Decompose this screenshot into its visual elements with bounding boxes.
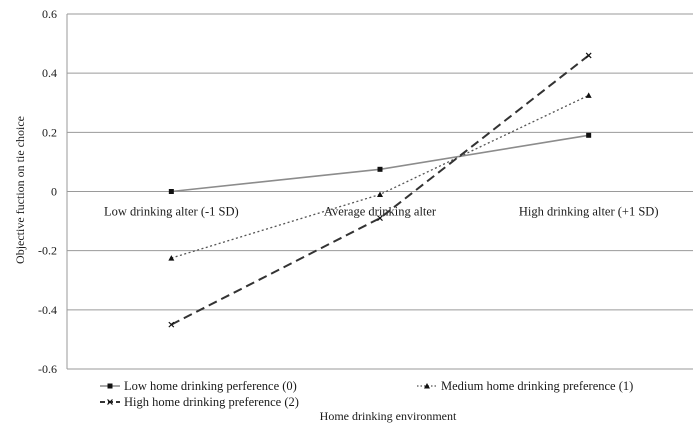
legend-marker bbox=[107, 383, 113, 389]
series-line bbox=[171, 134, 589, 193]
y-tick-label: -0.6 bbox=[38, 362, 57, 376]
data-point bbox=[585, 92, 592, 98]
legend-marker bbox=[424, 383, 430, 389]
y-tick-label: 0.4 bbox=[42, 66, 57, 80]
axes: Objective fuction on tie choice Home dri… bbox=[13, 7, 659, 423]
data-point bbox=[585, 52, 592, 59]
series-2 bbox=[168, 52, 592, 328]
data-point bbox=[168, 189, 174, 194]
y-tick-label: 0 bbox=[51, 185, 57, 199]
y-tick-label: -0.4 bbox=[38, 303, 57, 317]
legend-label: High home drinking preference (2) bbox=[124, 395, 299, 409]
data-point bbox=[168, 255, 175, 261]
y-tick-label: 0.6 bbox=[42, 7, 57, 21]
legend-item: High home drinking preference (2) bbox=[100, 395, 299, 409]
legend-label: Medium home drinking preference (1) bbox=[441, 379, 633, 393]
marker-stroke bbox=[168, 321, 175, 328]
data-point bbox=[377, 191, 383, 197]
data-point bbox=[586, 132, 592, 138]
x-category-label: Low drinking alter (-1 SD) bbox=[104, 205, 239, 219]
marker-stroke bbox=[585, 52, 592, 59]
series bbox=[168, 52, 592, 328]
y-tick-label: -0.2 bbox=[38, 244, 57, 258]
marker-stroke bbox=[377, 215, 383, 222]
y-axis-title: Objective fuction on tie choice bbox=[13, 116, 27, 264]
x-category-label: High drinking alter (+1 SD) bbox=[519, 205, 659, 219]
data-point bbox=[377, 215, 383, 222]
legend-marker bbox=[107, 399, 113, 405]
series-line bbox=[170, 54, 590, 326]
legend-label: Low home drinking perference (0) bbox=[124, 379, 297, 393]
y-tick-label: 0.2 bbox=[42, 125, 57, 139]
legend-item: Low home drinking perference (0) bbox=[100, 379, 297, 393]
marker-stroke bbox=[107, 399, 113, 405]
data-point bbox=[377, 166, 383, 172]
legend: Low home drinking perference (0) Medium h… bbox=[100, 379, 633, 409]
legend-item: Medium home drinking preference (1) bbox=[417, 379, 633, 393]
x-category-label: Average drinking alter bbox=[324, 205, 437, 219]
data-point bbox=[168, 321, 175, 328]
series-line bbox=[171, 94, 589, 259]
x-axis-title: Home drinking environment bbox=[320, 409, 457, 423]
series-0 bbox=[168, 132, 592, 194]
series-1 bbox=[168, 92, 592, 261]
